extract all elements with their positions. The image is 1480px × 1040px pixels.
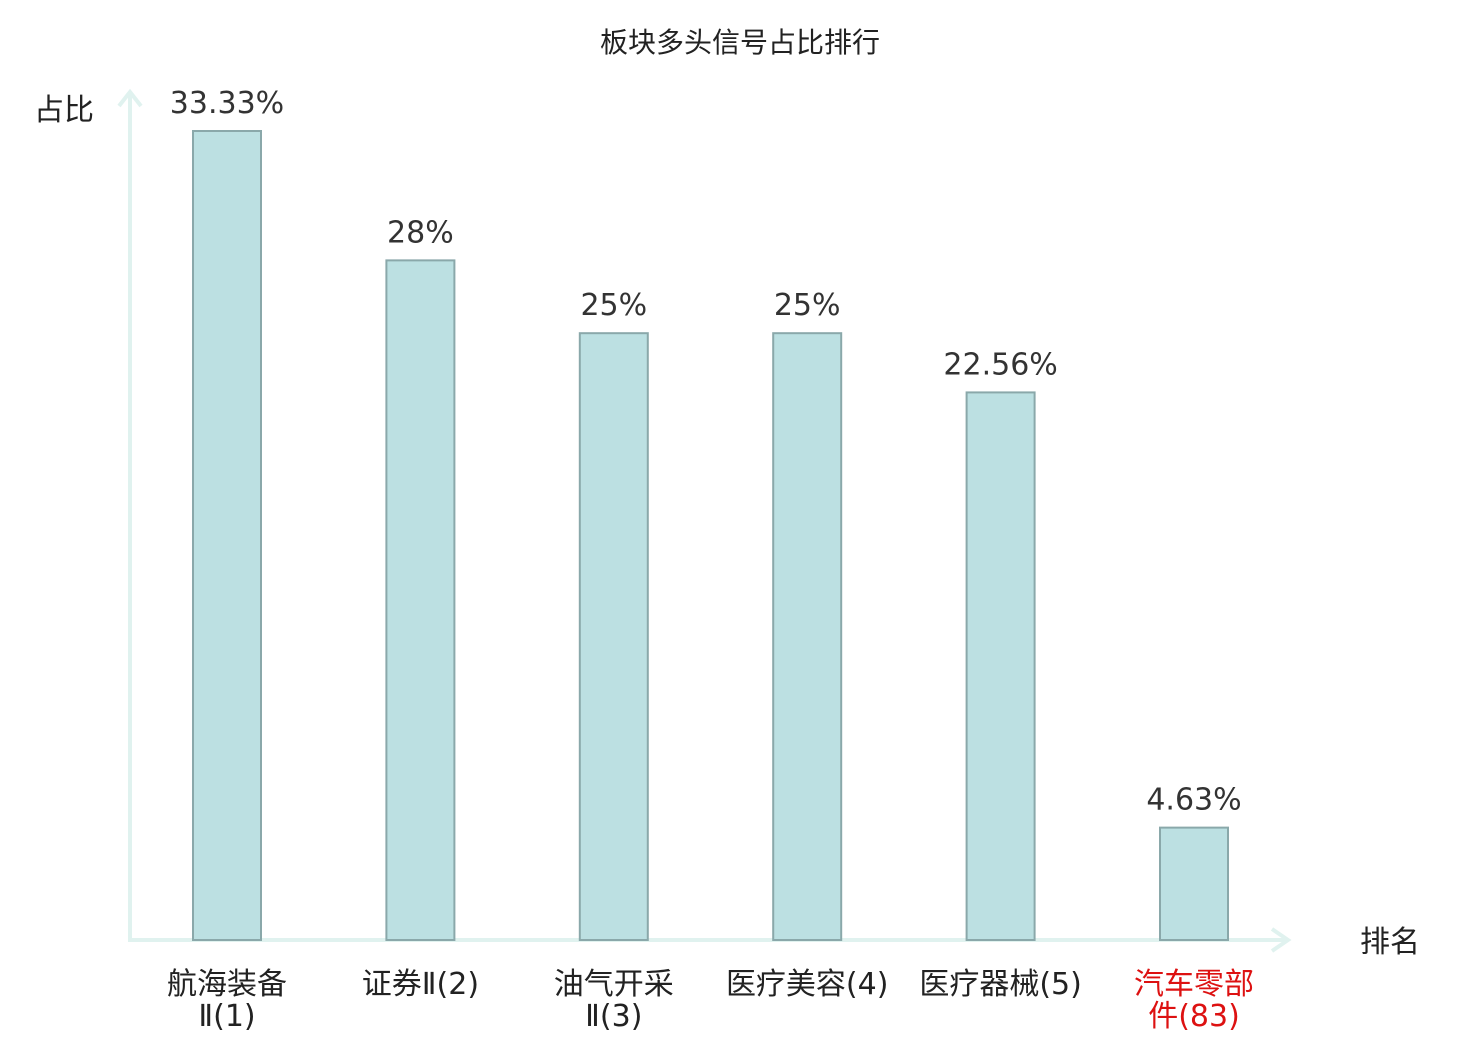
category-label-6-line-1: 汽车零部 <box>1134 967 1254 1002</box>
category-label-1-line-2: Ⅱ(1) <box>198 999 255 1034</box>
category-label-4: 医疗美容(4) <box>726 967 889 1002</box>
value-label-2: 28% <box>387 215 454 250</box>
value-label-5: 22.56% <box>943 347 1057 382</box>
value-label-6: 4.63% <box>1146 783 1241 818</box>
y-axis <box>117 88 143 940</box>
bar-1 <box>192 130 262 941</box>
value-label-4: 25% <box>774 288 841 323</box>
y-axis-arrow-icon <box>117 88 143 108</box>
value-labels-group: 33.33% 28% 25% 25% 22.56% 4.63% <box>170 86 1242 818</box>
y-axis-label: 占比 <box>34 93 94 128</box>
category-label-6-line-2: 件(83) <box>1148 999 1240 1034</box>
category-label-1-line-1: 航海装备 <box>167 967 287 1002</box>
category-label-3-line-1: 油气开采 <box>554 967 674 1002</box>
bars-group <box>192 130 1229 942</box>
chart-title: 板块多头信号占比排行 <box>600 26 880 59</box>
category-label-2: 证券Ⅱ(2) <box>362 967 479 1002</box>
value-label-3: 25% <box>580 288 647 323</box>
bar-5 <box>965 391 1036 941</box>
bar-4 <box>772 332 843 941</box>
x-axis-label: 排名 <box>1360 925 1420 960</box>
x-axis-arrow-icon <box>1270 927 1292 953</box>
bar-2 <box>385 259 456 942</box>
bar-3 <box>578 332 649 941</box>
bar-6 <box>1159 826 1229 941</box>
category-label-5: 医疗器械(5) <box>919 967 1082 1002</box>
x-axis <box>128 927 1292 953</box>
value-label-1: 33.33% <box>170 86 284 121</box>
category-label-3-line-2: Ⅱ(3) <box>585 999 642 1034</box>
